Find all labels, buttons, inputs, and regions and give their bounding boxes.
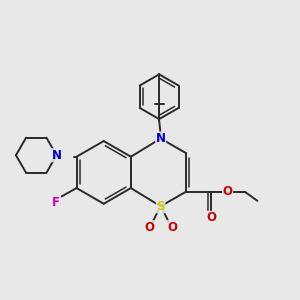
Text: N: N [156,132,166,145]
Text: O: O [223,185,232,198]
Text: S: S [156,200,165,213]
Text: N: N [52,149,61,162]
Text: O: O [144,221,154,234]
Text: O: O [167,221,177,234]
Text: O: O [206,211,216,224]
Text: F: F [52,196,60,209]
